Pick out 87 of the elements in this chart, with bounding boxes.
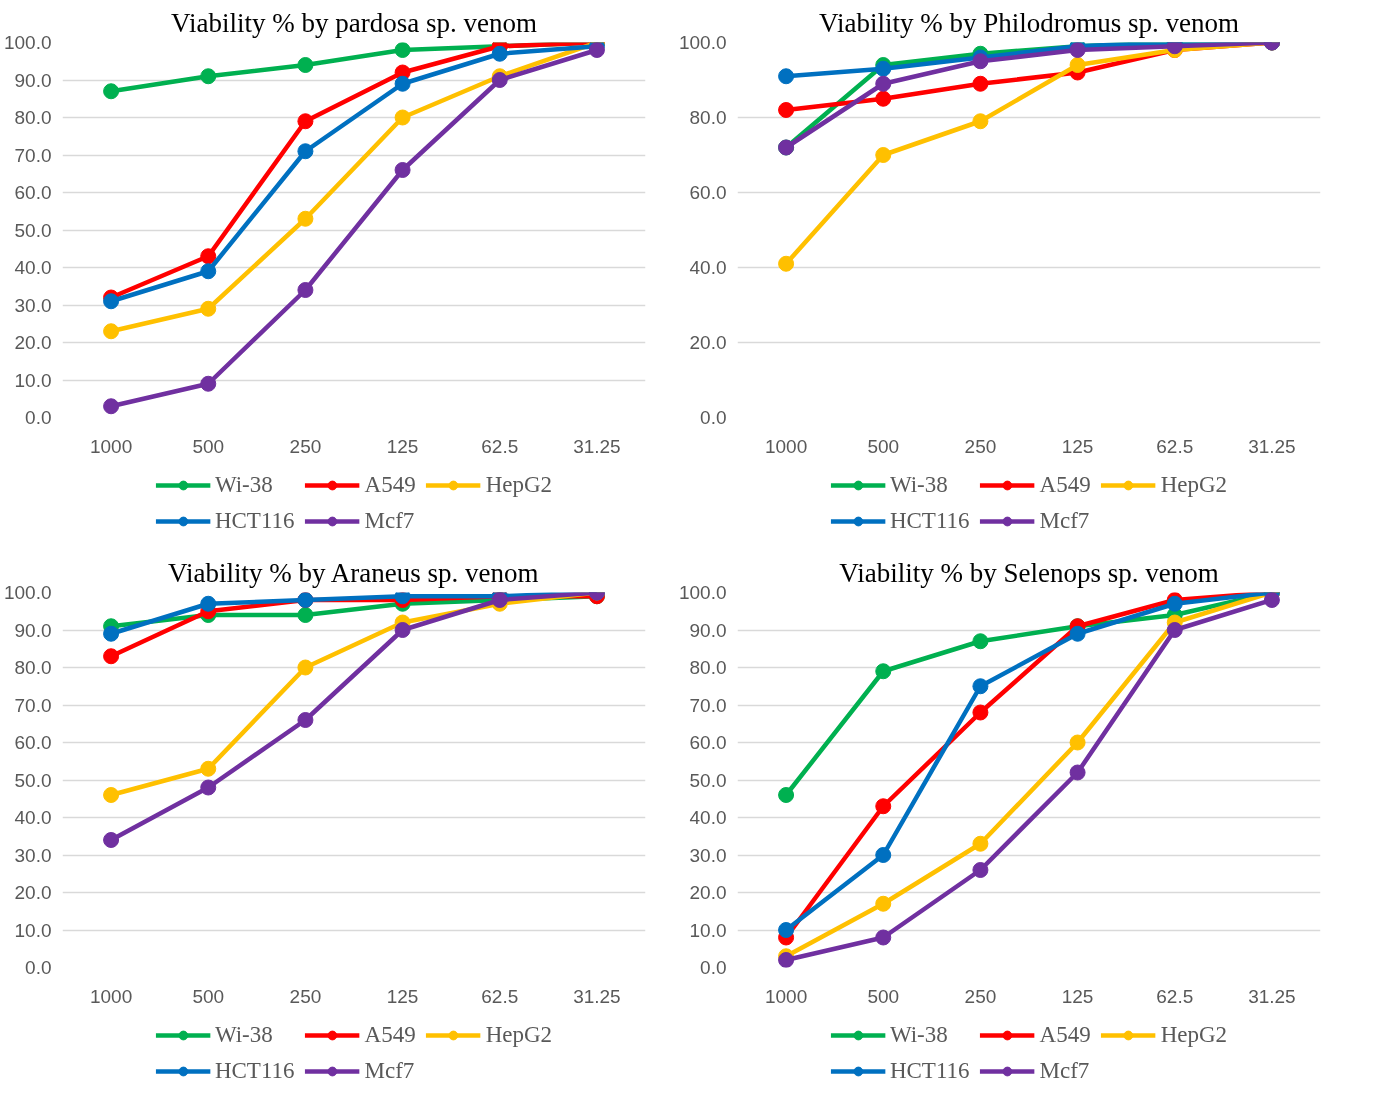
- y-tick-label: 40.0: [14, 807, 52, 828]
- x-tick-label: 500: [192, 985, 225, 1007]
- y-tick-label: 0.0: [25, 407, 52, 428]
- y-tick-label: 60.0: [689, 182, 727, 203]
- y-tick-label: 40.0: [689, 257, 727, 278]
- y-tick-label: 90.0: [14, 69, 52, 91]
- legend-label: HepG2: [1160, 1021, 1228, 1048]
- legend-label: HepG2: [1160, 471, 1228, 498]
- y-tick-label: 100.0: [678, 582, 727, 603]
- x-tick-label: 500: [192, 435, 225, 457]
- legend-label: HepG2: [485, 1021, 553, 1048]
- legend-label: Wi-38: [214, 471, 273, 498]
- legend-label: Mcf7: [364, 507, 415, 534]
- y-tick-label: 100.0: [3, 32, 52, 53]
- x-tick-label: 250: [289, 435, 322, 457]
- legend-label: Wi-38: [889, 471, 948, 498]
- legend-label: A549: [364, 471, 416, 498]
- y-tick-label: 80.0: [14, 657, 52, 678]
- x-tick-label: 62.5: [1156, 985, 1194, 1007]
- y-tick-label: 20.0: [689, 882, 727, 903]
- y-tick-label: 60.0: [14, 182, 52, 203]
- x-tick-label: 250: [964, 435, 997, 457]
- x-tick-label: 62.5: [1156, 435, 1194, 457]
- x-tick-label: 125: [386, 985, 419, 1007]
- x-tick-label: 1000: [764, 985, 808, 1007]
- legend-label: HCT116: [889, 1057, 970, 1084]
- y-tick-label: 90.0: [14, 619, 52, 641]
- y-tick-label: 70.0: [14, 694, 52, 716]
- legend-label: A549: [1039, 1021, 1091, 1048]
- y-tick-label: 80.0: [14, 107, 52, 128]
- y-tick-label: 30.0: [689, 844, 727, 866]
- legend-label: A549: [1039, 471, 1091, 498]
- chart-title: Viability % by Araneus sp. venom: [168, 557, 539, 588]
- legend-label: Wi-38: [889, 1021, 948, 1048]
- x-tick-label: 250: [289, 985, 322, 1007]
- x-tick-label: 31.25: [573, 435, 621, 457]
- y-tick-label: 20.0: [14, 332, 52, 353]
- legend-label: Mcf7: [1039, 507, 1090, 534]
- legend-label: HCT116: [214, 1057, 295, 1084]
- x-tick-label: 31.25: [573, 985, 621, 1007]
- x-tick-label: 31.25: [1248, 435, 1296, 457]
- y-tick-label: 30.0: [14, 844, 52, 866]
- y-tick-label: 30.0: [14, 294, 52, 316]
- y-tick-label: 0.0: [700, 407, 727, 428]
- y-tick-label: 90.0: [689, 619, 727, 641]
- x-tick-label: 62.5: [481, 985, 519, 1007]
- x-tick-label: 62.5: [481, 435, 519, 457]
- y-tick-label: 40.0: [14, 257, 52, 278]
- legend-label: HepG2: [485, 471, 553, 498]
- chart-title: Viability % by Selenops sp. venom: [839, 557, 1219, 588]
- chart-title: Viability % by pardosa sp. venom: [171, 7, 537, 38]
- y-tick-label: 50.0: [14, 219, 52, 241]
- y-tick-label: 50.0: [689, 769, 727, 791]
- y-tick-label: 20.0: [14, 882, 52, 903]
- x-tick-label: 250: [964, 985, 997, 1007]
- y-tick-label: 0.0: [700, 957, 727, 978]
- x-tick-label: 500: [867, 985, 900, 1007]
- y-tick-label: 70.0: [689, 694, 727, 716]
- legend-label: Mcf7: [364, 1057, 415, 1084]
- x-tick-label: 1000: [764, 435, 808, 457]
- legend-label: A549: [364, 1021, 416, 1048]
- x-tick-label: 31.25: [1248, 985, 1296, 1007]
- y-tick-label: 10.0: [689, 919, 727, 941]
- y-tick-label: 20.0: [689, 332, 727, 353]
- chart-title: Viability % by Philodromus sp. venom: [819, 7, 1239, 38]
- legend-label: Wi-38: [214, 1021, 273, 1048]
- y-tick-label: 0.0: [25, 957, 52, 978]
- x-tick-label: 1000: [89, 435, 133, 457]
- y-tick-label: 80.0: [689, 657, 727, 678]
- y-tick-label: 100.0: [3, 582, 52, 603]
- x-tick-label: 500: [867, 435, 900, 457]
- y-tick-label: 50.0: [14, 769, 52, 791]
- y-tick-label: 60.0: [689, 732, 727, 753]
- y-tick-label: 10.0: [14, 369, 52, 391]
- x-tick-label: 125: [1061, 985, 1094, 1007]
- y-tick-label: 100.0: [678, 32, 727, 53]
- legend-label: HCT116: [889, 507, 970, 534]
- y-tick-label: 80.0: [689, 107, 727, 128]
- x-tick-label: 1000: [89, 985, 133, 1007]
- x-tick-label: 125: [386, 435, 419, 457]
- legend-label: Mcf7: [1039, 1057, 1090, 1084]
- y-tick-label: 60.0: [14, 732, 52, 753]
- x-tick-label: 125: [1061, 435, 1094, 457]
- y-tick-label: 10.0: [14, 919, 52, 941]
- y-tick-label: 40.0: [689, 807, 727, 828]
- y-tick-label: 70.0: [14, 144, 52, 166]
- legend-label: HCT116: [214, 507, 295, 534]
